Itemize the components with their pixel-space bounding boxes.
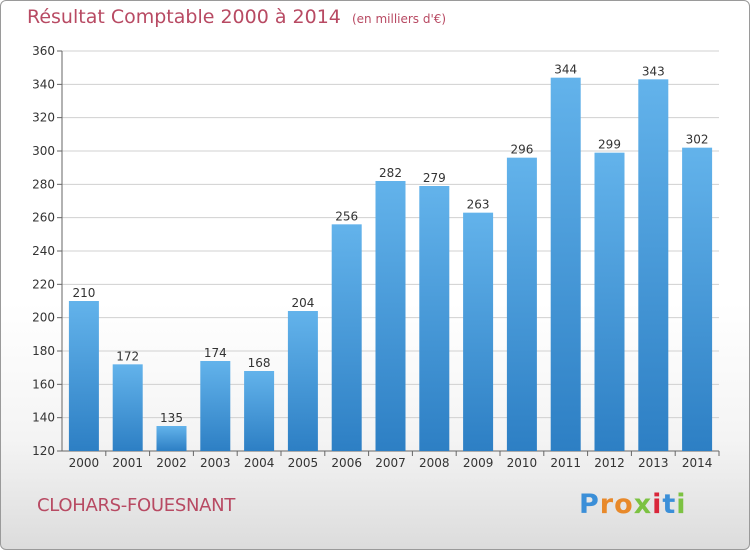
y-tick-label: 280 — [32, 177, 55, 191]
y-tick-label: 300 — [32, 144, 55, 158]
data-label: 135 — [160, 411, 183, 425]
bar — [375, 181, 406, 451]
chart-title: Résultat Comptable 2000 à 2014 (en milli… — [27, 6, 446, 28]
x-tick-label: 2008 — [419, 456, 450, 470]
bar — [112, 364, 143, 451]
y-tick-label: 320 — [32, 111, 55, 125]
data-label: 279 — [423, 171, 446, 185]
y-tick-label: 120 — [32, 444, 55, 458]
x-tick-label: 2005 — [288, 456, 319, 470]
data-label: 282 — [379, 166, 402, 180]
x-tick-label: 2001 — [112, 456, 143, 470]
logo-letter: r — [599, 489, 615, 520]
x-tick-label: 2002 — [156, 456, 187, 470]
x-tick-label: 2009 — [463, 456, 494, 470]
bar — [550, 77, 581, 452]
data-label: 299 — [598, 138, 621, 152]
logo-letter: i — [652, 489, 663, 520]
data-label: 263 — [467, 198, 490, 212]
x-tick-label: 2011 — [550, 456, 581, 470]
logo-letter: x — [633, 489, 653, 520]
data-label: 168 — [248, 356, 271, 370]
bar — [68, 301, 99, 451]
data-label: 344 — [554, 63, 577, 77]
bar — [506, 157, 537, 451]
y-tick-label: 260 — [32, 211, 55, 225]
x-tick-label: 2013 — [638, 456, 669, 470]
y-tick-label: 220 — [32, 277, 55, 291]
x-tick-label: 2000 — [69, 456, 100, 470]
y-tick-label: 240 — [32, 244, 55, 258]
logo-letter: t — [662, 489, 677, 520]
x-tick-label: 2012 — [594, 456, 625, 470]
data-label: 204 — [291, 296, 314, 310]
bar — [200, 361, 231, 451]
data-label: 172 — [116, 349, 139, 363]
x-tick-label: 2010 — [507, 456, 538, 470]
data-label: 210 — [72, 286, 95, 300]
logo-letter: o — [614, 489, 634, 520]
bar — [287, 311, 318, 451]
bar — [156, 426, 187, 451]
data-label: 302 — [686, 133, 709, 147]
bars — [68, 77, 713, 452]
bar — [594, 152, 625, 451]
logo-letter: P — [579, 489, 600, 520]
bar — [463, 212, 494, 451]
axes: 120 140 160 180 200 220 240 260 280 300 320 340 360 — [32, 44, 720, 458]
data-label: 256 — [335, 209, 358, 223]
y-tick-label: 180 — [32, 344, 55, 358]
x-tick-label: 2006 — [331, 456, 362, 470]
title-main: Résultat Comptable 2000 à 2014 — [27, 6, 341, 28]
labels: 210 2000 172 2001 135 2002 174 2003 168 2004 204 20… — [69, 63, 713, 470]
y-tick-label: 140 — [32, 411, 55, 425]
y-tick-label: 160 — [32, 377, 55, 391]
proxiti-logo: Proxiti — [579, 489, 687, 520]
bar — [419, 186, 450, 451]
y-tick-label: 200 — [32, 311, 55, 325]
bar — [331, 224, 362, 451]
data-label: 296 — [510, 143, 533, 157]
x-tick-label: 2007 — [375, 456, 406, 470]
logo-letter: i — [676, 489, 687, 520]
y-tick-label: 360 — [32, 44, 55, 58]
data-label: 343 — [642, 64, 665, 78]
bar — [244, 371, 275, 451]
data-label: 174 — [204, 346, 227, 360]
y-tick-label: 340 — [32, 77, 55, 91]
x-tick-label: 2004 — [244, 456, 275, 470]
x-tick-label: 2014 — [682, 456, 713, 470]
bar — [638, 79, 669, 451]
x-tick-label: 2003 — [200, 456, 231, 470]
bar — [682, 147, 713, 451]
title-unit: (en milliers d'€) — [351, 12, 447, 26]
commune-name: CLOHARS-FOUESNANT — [37, 495, 236, 516]
